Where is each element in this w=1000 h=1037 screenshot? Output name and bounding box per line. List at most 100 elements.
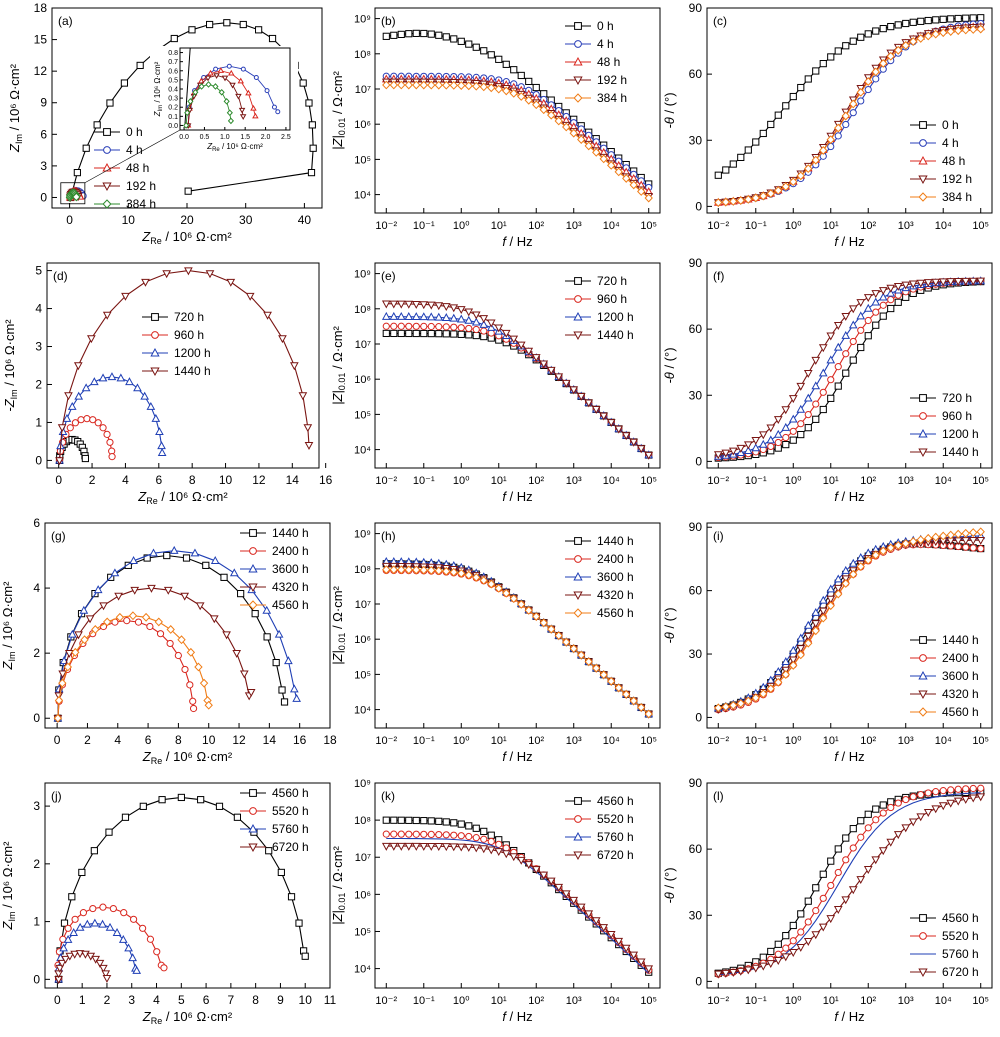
y-axis-label: -ZIm / 10⁶ Ω·cm²: [2, 319, 19, 412]
data-point: [79, 605, 89, 614]
data-point: [65, 952, 75, 961]
data-point: [931, 805, 941, 814]
x-axis-label: f / Hz: [834, 234, 864, 249]
data-point: [637, 703, 646, 712]
data-point: [796, 404, 806, 413]
data-point: [233, 813, 242, 821]
legend-label: 0 h: [597, 19, 614, 33]
series-line: [386, 332, 650, 456]
data-point: [89, 377, 99, 386]
data-point: [834, 868, 842, 877]
legend-marker: [102, 199, 112, 209]
inset-x-tick-label: 0.0: [179, 134, 189, 141]
inset-y-tick-label: 0.4: [168, 87, 178, 94]
data-point: [205, 81, 212, 88]
data-point: [766, 435, 776, 444]
data-point: [902, 19, 910, 28]
data-point: [464, 570, 473, 580]
data-point: [577, 650, 586, 660]
data-point: [80, 635, 89, 645]
data-point: [916, 813, 926, 822]
data-point: [584, 657, 593, 667]
data-point: [939, 28, 948, 38]
y-axis-label: -θ / (°): [662, 867, 677, 903]
data-point: [64, 924, 72, 932]
data-point: [210, 556, 220, 564]
data-point: [607, 160, 616, 170]
data-point: [457, 81, 466, 90]
data-point: [389, 842, 399, 851]
data-point: [136, 61, 144, 70]
data-point: [917, 791, 925, 799]
plot-area: [381, 556, 654, 719]
x-tick-label: 0: [55, 473, 62, 487]
data-point: [472, 834, 480, 842]
y-tick-label: 60: [689, 322, 703, 336]
data-point: [226, 278, 236, 287]
data-point: [819, 388, 827, 396]
data-point: [264, 88, 270, 94]
data-point: [412, 322, 420, 330]
data-point: [456, 314, 466, 323]
data-point: [841, 565, 851, 574]
data-point: [218, 88, 225, 96]
x-tick-label: 10⁻¹: [745, 220, 767, 232]
data-point: [797, 83, 805, 92]
data-point: [450, 35, 458, 43]
data-point: [976, 277, 986, 286]
data-point: [434, 566, 443, 576]
data-point: [789, 436, 797, 444]
plot-frame: [706, 262, 993, 469]
data-point: [797, 910, 805, 918]
data-point: [849, 356, 857, 364]
panel-label: (l): [713, 789, 724, 803]
data-point: [606, 930, 616, 939]
legend-marker: [574, 277, 582, 285]
data-point: [916, 279, 926, 288]
data-point: [804, 424, 812, 432]
data-point: [71, 419, 80, 427]
y-tick-label: 10⁷: [355, 852, 371, 864]
inset-y-axis-label: ZIm / 10⁶ Ω·cm²: [153, 61, 164, 117]
legend-label: 48 h: [942, 154, 965, 168]
data-point: [85, 615, 95, 624]
data-point: [472, 824, 480, 832]
x-tick-label: 10²: [860, 220, 876, 232]
data-point: [576, 903, 586, 912]
plot-area: [381, 300, 654, 460]
data-point: [434, 312, 444, 321]
data-point: [773, 667, 783, 675]
data-point: [789, 921, 797, 930]
x-tick-label: 12: [252, 473, 266, 487]
data-point: [212, 83, 219, 90]
data-point: [637, 187, 646, 196]
data-point: [546, 877, 556, 886]
data-point: [766, 189, 775, 199]
data-point: [301, 952, 309, 960]
data-point: [842, 856, 850, 864]
data-point: [908, 818, 918, 827]
legend-marker: [919, 121, 927, 129]
y-tick-label: 15: [34, 33, 48, 47]
legend-label: 960 h: [942, 409, 972, 423]
legend-label: 6720 h: [942, 965, 979, 979]
data-point: [863, 303, 873, 312]
data-point: [250, 104, 257, 111]
data-point: [811, 381, 821, 390]
data-point: [149, 548, 158, 557]
data-point: [95, 959, 105, 968]
data-point: [390, 329, 398, 338]
y-axis-label: -θ / (°): [662, 347, 677, 383]
data-point: [486, 846, 496, 855]
legend-label: 4 h: [597, 37, 614, 51]
data-point: [226, 109, 233, 117]
legend: 4560 h 5520 h 5760 h 6720 h: [910, 911, 979, 979]
data-point: [479, 315, 489, 324]
data-point: [71, 915, 79, 923]
data-point: [78, 868, 86, 877]
data-point: [524, 605, 533, 615]
data-point: [284, 656, 293, 665]
legend-label: 48 h: [597, 55, 620, 69]
legend-label: 4 h: [126, 143, 143, 157]
data-point: [591, 917, 601, 926]
